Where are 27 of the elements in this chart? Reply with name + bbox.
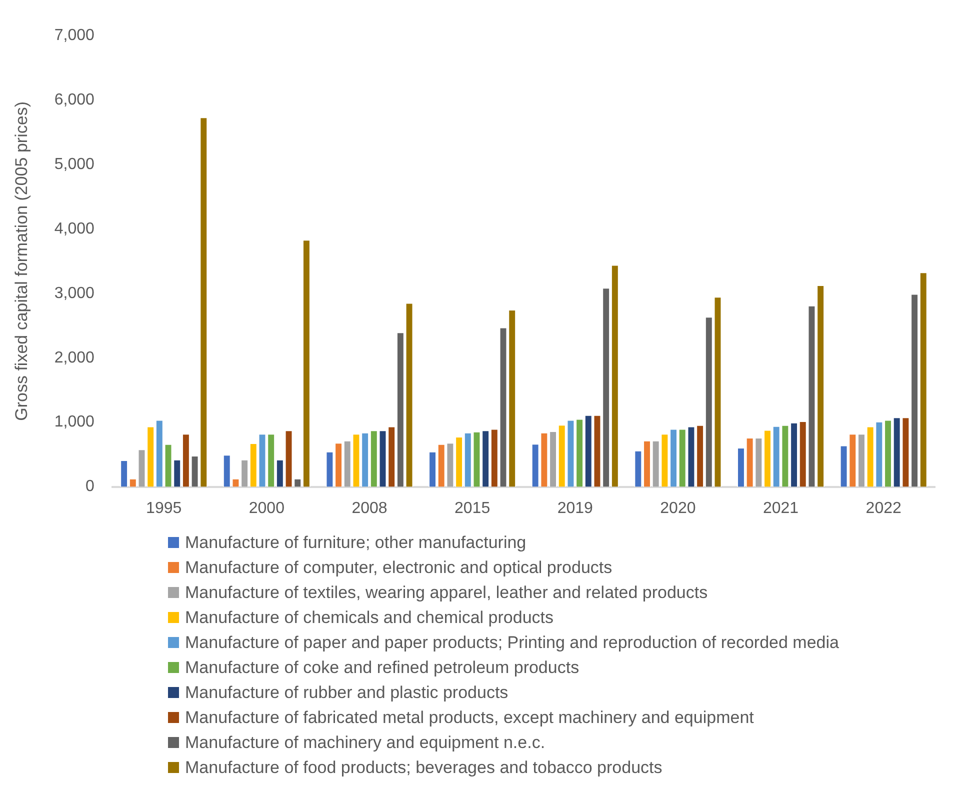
x-tick-label: 2000	[248, 500, 285, 517]
legend-label: Manufacture of furniture; other manufacturing	[185, 532, 526, 552]
y-tick-label: 6,000	[54, 91, 95, 108]
legend-label: Manufacture of fabricated metal products, except machinery and equipment	[185, 708, 754, 728]
legend-label: Manufacture of chemicals and chemical products	[185, 608, 554, 628]
y-tick-label: 1,000	[54, 414, 95, 431]
x-tick-label: 1995	[146, 500, 182, 517]
legend-label: Manufacture of paper and paper products; Printing and reproduction of recorded media	[185, 632, 839, 652]
legend-label: Manufacture of machinery and equipment n.e.c.	[185, 732, 546, 752]
legend-label: Manufacture of computer, electronic and optical products	[185, 558, 612, 578]
legend-label: Manufacture of rubber and plastic products	[185, 682, 508, 702]
y-tick-label: 7,000	[54, 27, 95, 44]
y-tick-label: 3,000	[54, 284, 95, 302]
y-tick-label: 4,000	[54, 220, 95, 238]
legend-label: Manufacture of food products; beverages and tobacco products	[185, 758, 662, 778]
x-tick-label: 2015	[454, 500, 490, 517]
y-tick-label: 2,000	[54, 349, 95, 366]
x-tick-label: 2020	[660, 500, 696, 517]
y-tick-label: 5,000	[54, 156, 95, 173]
legend-label: Manufacture of textiles, wearing apparel, leather and related products	[185, 582, 708, 602]
y-axis-title: Gross fixed capital formation (2005 prices)	[12, 102, 31, 421]
y-tick-label: 0	[86, 478, 95, 496]
legend-label: Manufacture of coke and refined petroleum products	[185, 658, 580, 678]
x-tick-label: 2019	[557, 500, 594, 517]
x-tick-label: 2022	[866, 500, 902, 517]
x-tick-label: 2021	[762, 500, 799, 517]
x-tick-label: 2008	[352, 500, 388, 517]
